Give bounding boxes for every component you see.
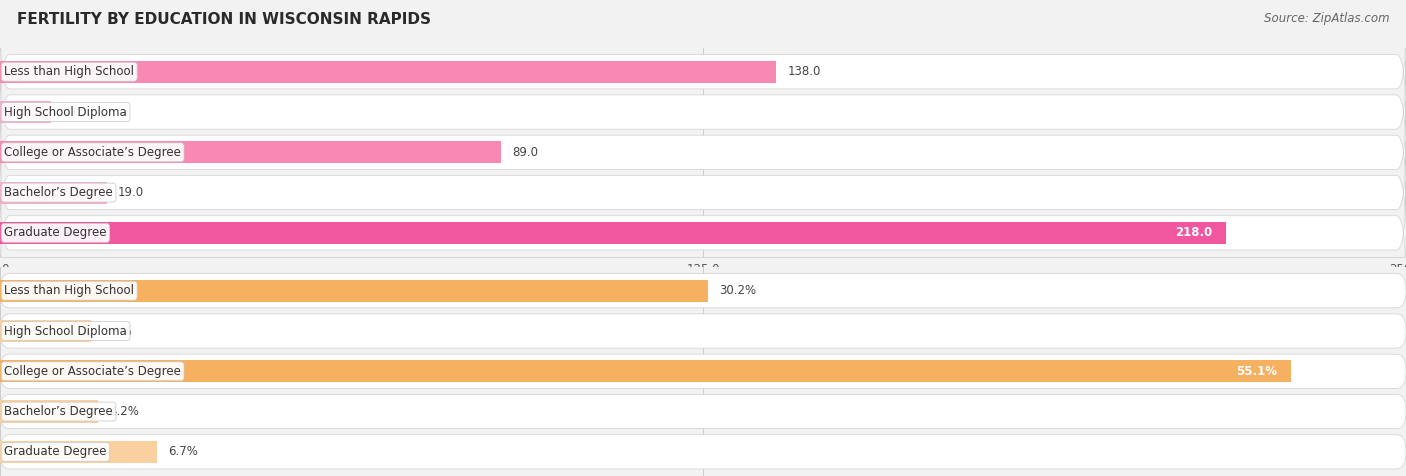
Text: High School Diploma: High School Diploma	[4, 106, 127, 119]
FancyBboxPatch shape	[0, 354, 1406, 388]
Text: 3.9%: 3.9%	[103, 325, 132, 337]
Text: Less than High School: Less than High School	[4, 65, 134, 78]
Text: 9.0: 9.0	[62, 106, 80, 119]
Text: 19.0: 19.0	[118, 186, 145, 199]
Bar	[0, 181, 107, 204]
FancyBboxPatch shape	[0, 395, 1406, 429]
FancyBboxPatch shape	[0, 141, 1406, 244]
Text: 4.2%: 4.2%	[110, 405, 139, 418]
FancyBboxPatch shape	[0, 274, 1406, 308]
Bar	[0, 441, 157, 463]
Text: 89.0: 89.0	[512, 146, 537, 159]
Text: Less than High School: Less than High School	[4, 284, 134, 297]
FancyBboxPatch shape	[0, 435, 1406, 469]
Text: Graduate Degree: Graduate Degree	[4, 446, 107, 458]
Bar	[0, 222, 1226, 244]
Bar	[0, 60, 776, 83]
Text: 138.0: 138.0	[787, 65, 821, 78]
Text: 30.2%: 30.2%	[718, 284, 756, 297]
FancyBboxPatch shape	[0, 20, 1406, 123]
Bar	[0, 101, 51, 123]
Text: Bachelor’s Degree: Bachelor’s Degree	[4, 186, 112, 199]
Bar	[0, 400, 98, 423]
Text: Bachelor’s Degree: Bachelor’s Degree	[4, 405, 112, 418]
Bar	[0, 320, 91, 342]
Text: College or Associate’s Degree: College or Associate’s Degree	[4, 365, 181, 378]
Text: College or Associate’s Degree: College or Associate’s Degree	[4, 146, 181, 159]
Text: 6.7%: 6.7%	[169, 446, 198, 458]
Text: Source: ZipAtlas.com: Source: ZipAtlas.com	[1264, 12, 1389, 25]
FancyBboxPatch shape	[0, 60, 1406, 163]
Text: 218.0: 218.0	[1175, 227, 1212, 239]
FancyBboxPatch shape	[0, 101, 1406, 204]
Bar	[0, 360, 1291, 382]
Text: 55.1%: 55.1%	[1236, 365, 1277, 378]
Text: High School Diploma: High School Diploma	[4, 325, 127, 337]
Bar	[0, 141, 501, 163]
Text: FERTILITY BY EDUCATION IN WISCONSIN RAPIDS: FERTILITY BY EDUCATION IN WISCONSIN RAPI…	[17, 12, 430, 27]
Bar	[0, 279, 707, 302]
Text: Graduate Degree: Graduate Degree	[4, 227, 107, 239]
FancyBboxPatch shape	[0, 314, 1406, 348]
FancyBboxPatch shape	[0, 181, 1406, 284]
